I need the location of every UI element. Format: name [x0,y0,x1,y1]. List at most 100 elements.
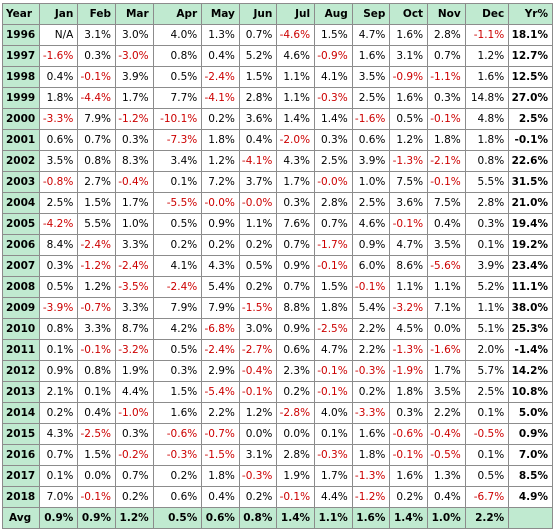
month-return-cell: 0.6% [351,129,391,151]
month-return-cell: -1.5% [201,444,240,466]
month-return-cell: 0.7% [276,276,316,298]
month-return-cell: 3.3% [77,318,116,340]
header-year: Year [1,3,41,25]
header-month-mar: Mar [114,3,154,25]
month-return-cell: 1.2% [77,276,116,298]
month-return-cell: -1.0% [114,402,154,424]
row-year-label: 2004 [1,192,41,214]
month-return-cell: 1.6% [351,45,391,67]
month-return-cell: 3.0% [114,24,154,46]
month-return-cell: 4.7% [351,24,391,46]
month-return-cell: 1.1% [238,213,278,235]
month-return-cell: 1.5% [314,24,353,46]
row-year-label: 2009 [1,297,41,319]
yearly-return-cell: 2.5% [508,108,553,130]
row-year-label: 2015 [1,423,41,445]
month-return-cell: -3.2% [114,339,154,361]
month-return-cell: -4.6% [276,24,316,46]
yearly-return-cell: 19.2% [508,234,553,256]
yearly-return-cell: 19.4% [508,213,553,235]
month-return-cell: 0.3% [389,402,429,424]
month-return-cell: 0.7% [427,45,466,67]
average-cell: 1.0% [427,507,466,529]
month-return-cell: 14.8% [464,87,510,109]
table-row: 2002 3.5% 0.8% 8.3% 3.4% 1.2% -4.1% 4.3% 2.5% 3.9… [1,150,553,172]
month-return-cell: -1.6% [351,108,391,130]
month-return-cell: 5.1% [464,318,510,340]
month-return-cell: 0.0% [238,423,278,445]
month-return-cell: 0.7% [77,129,116,151]
month-return-cell: 7.7% [152,87,203,109]
month-return-cell: -2.5% [314,318,353,340]
month-return-cell: 1.6% [351,423,391,445]
month-return-cell: -1.3% [389,150,429,172]
average-cell: 1.4% [389,507,429,529]
month-return-cell: -0.8% [39,171,79,193]
table-row: 2013 2.1% 0.1% 4.4% 1.5% -5.4% -0.1% 0.2% -0.1% 0… [1,381,553,403]
month-return-cell: 0.7% [238,24,278,46]
month-return-cell: -7.3% [152,129,203,151]
month-return-cell: -3.0% [114,45,154,67]
row-year-label: 1998 [1,66,41,88]
month-return-cell: -0.3% [152,444,203,466]
month-return-cell: 0.9% [201,213,240,235]
month-return-cell: 3.1% [77,24,116,46]
table-row: 2005 -4.2% 5.5% 1.0% 0.5% 0.9% 1.1% 7.6% 0.7% 4.6… [1,213,553,235]
month-return-cell: 5.5% [464,171,510,193]
month-return-cell: -3.9% [39,297,79,319]
month-return-cell: -5.4% [201,381,240,403]
month-return-cell: -0.1% [314,255,353,277]
month-return-cell: 2.5% [314,150,353,172]
month-return-cell: 1.7% [114,192,154,214]
month-return-cell: -1.6% [427,339,466,361]
month-return-cell: 7.2% [201,171,240,193]
row-year-label: 2016 [1,444,41,466]
month-return-cell: 3.5% [427,234,466,256]
row-year-label: 2002 [1,150,41,172]
row-year-label: 1999 [1,87,41,109]
row-year-label: 2000 [1,108,41,130]
month-return-cell: -0.1% [427,108,466,130]
month-return-cell: 0.0% [276,423,316,445]
table-row: 2003 -0.8% 2.7% -0.4% 0.1% 7.2% 3.7% 1.7% -0.0% 1… [1,171,553,193]
month-return-cell: 0.7% [114,465,154,487]
yearly-return-cell: 0.9% [508,423,553,445]
month-return-cell: 3.9% [351,150,391,172]
month-return-cell: 1.7% [114,87,154,109]
row-year-label: 2006 [1,234,41,256]
month-return-cell: 1.7% [427,360,466,382]
month-return-cell: 1.7% [314,465,353,487]
yearly-return-cell: 25.3% [508,318,553,340]
month-return-cell: N/A [39,24,79,46]
row-year-label: 2011 [1,339,41,361]
header-month-sep: Sep [351,3,391,25]
month-return-cell: 2.2% [351,318,391,340]
average-yearly-cell [508,507,553,529]
month-return-cell: 1.4% [314,108,353,130]
month-return-cell: 3.9% [464,255,510,277]
month-return-cell: 1.2% [389,129,429,151]
month-return-cell: 3.6% [238,108,278,130]
yearly-return-cell: 14.2% [508,360,553,382]
month-return-cell: 1.1% [276,66,316,88]
month-return-cell: 4.3% [276,150,316,172]
month-return-cell: 2.0% [464,339,510,361]
row-year-label: 2008 [1,276,41,298]
month-return-cell: 8.4% [39,234,79,256]
month-return-cell: -0.4% [238,360,278,382]
header-month-dec: Dec [464,3,510,25]
month-return-cell: 0.5% [464,465,510,487]
month-return-cell: 8.3% [114,150,154,172]
month-return-cell: -5.5% [152,192,203,214]
month-return-cell: 0.1% [39,339,79,361]
month-return-cell: -0.1% [276,486,316,508]
month-return-cell: -5.6% [427,255,466,277]
month-return-cell: 0.5% [238,255,278,277]
month-return-cell: 0.4% [427,213,466,235]
month-return-cell: -0.1% [314,381,353,403]
month-return-cell: -0.3% [238,465,278,487]
month-return-cell: 5.4% [351,297,391,319]
month-return-cell: 6.0% [351,255,391,277]
month-return-cell: -3.3% [351,402,391,424]
month-return-cell: 4.4% [314,486,353,508]
